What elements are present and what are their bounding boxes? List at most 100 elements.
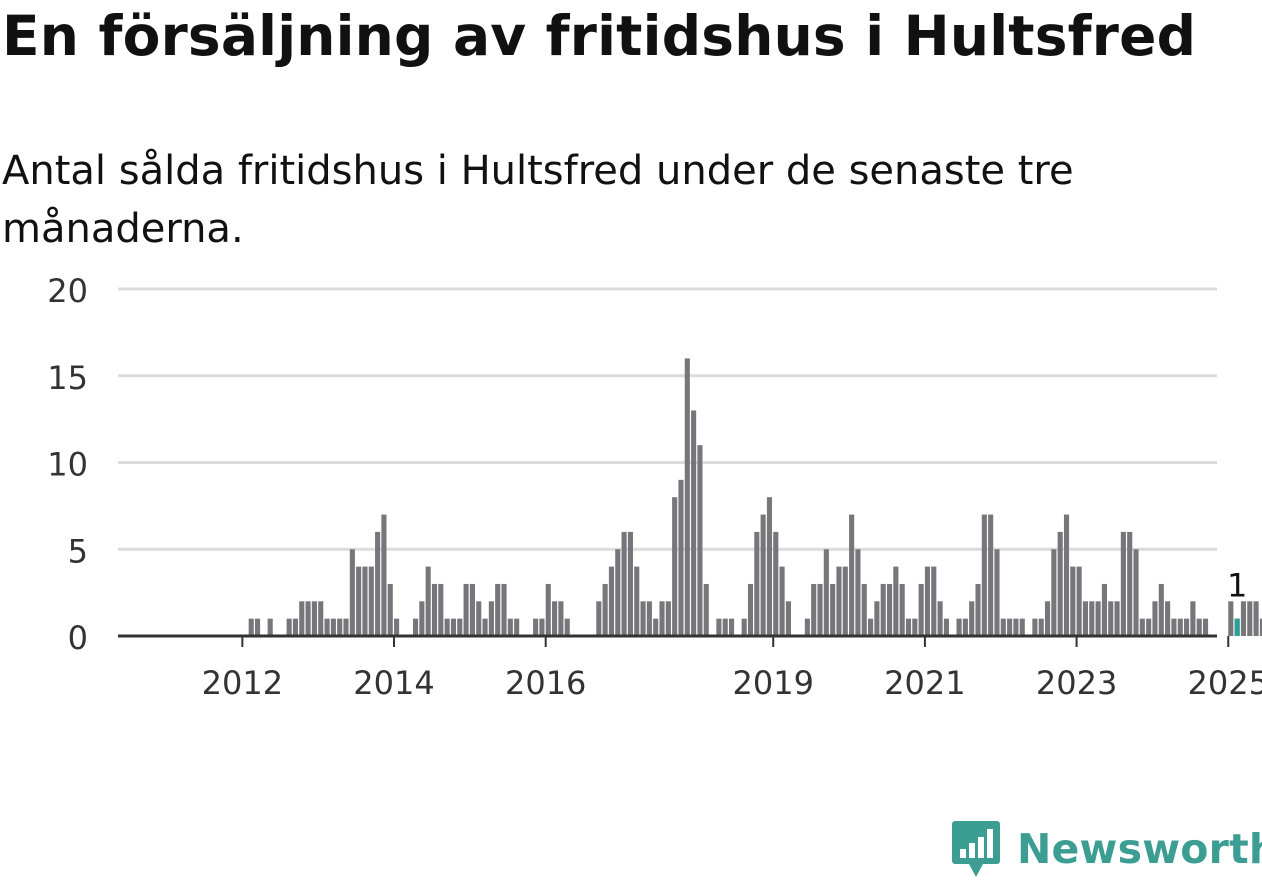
bar [1259, 618, 1262, 636]
bar [1044, 601, 1051, 636]
bar [893, 566, 899, 636]
annotations: 1 [1227, 567, 1247, 605]
bar [760, 514, 766, 636]
brand-name: Newsworthy [1017, 825, 1262, 873]
bar [754, 531, 760, 636]
bar [836, 566, 842, 636]
bar [545, 583, 551, 636]
bar [564, 618, 570, 636]
bar [311, 601, 317, 636]
bar [1114, 601, 1120, 636]
bar [943, 618, 949, 636]
bar [1095, 601, 1101, 636]
bar [552, 601, 558, 636]
x-tick-label: 2016 [505, 664, 586, 702]
bar [962, 618, 968, 636]
bar [1063, 514, 1070, 636]
bar [533, 618, 539, 636]
bar [741, 618, 747, 636]
bar [1089, 601, 1095, 636]
bar [330, 618, 336, 636]
bar [507, 618, 513, 636]
bar [596, 601, 602, 636]
bar [728, 618, 735, 636]
bar [937, 601, 943, 636]
bar [602, 583, 608, 636]
bar [956, 618, 962, 636]
bar [305, 601, 311, 636]
bar-highlight [1234, 618, 1240, 636]
bar [1190, 601, 1196, 636]
bar [457, 618, 463, 636]
bar [1240, 601, 1247, 636]
bar [1070, 566, 1076, 636]
bar [1165, 601, 1171, 636]
bar [539, 618, 545, 636]
bar [994, 549, 1000, 636]
bar [640, 601, 646, 636]
bar [292, 618, 299, 636]
bars [248, 358, 1262, 636]
bar [412, 618, 419, 636]
bar [324, 618, 330, 636]
bar [981, 514, 987, 636]
bar [318, 601, 324, 636]
bar [394, 618, 400, 636]
bar [868, 618, 874, 636]
x-tick-label: 2014 [353, 664, 434, 702]
bar [1139, 618, 1145, 636]
bar [874, 601, 880, 636]
bar [1057, 531, 1063, 636]
bar [861, 583, 867, 636]
bar [337, 618, 343, 636]
bar [659, 601, 665, 636]
bar [1177, 618, 1183, 636]
bar [1101, 583, 1107, 636]
bar [1038, 618, 1044, 636]
y-tick-label: 20 [47, 272, 88, 310]
bar [615, 549, 621, 636]
bar [621, 531, 627, 636]
bar [254, 618, 261, 636]
bar [672, 497, 678, 636]
bar [1076, 566, 1082, 636]
x-tick-label: 2025 [1188, 664, 1262, 702]
bar [1146, 618, 1152, 636]
bar [299, 601, 305, 636]
bar [747, 583, 754, 636]
bar [1082, 601, 1089, 636]
bar [482, 618, 488, 636]
bar [823, 549, 829, 636]
bar [697, 445, 703, 636]
bar [368, 566, 374, 636]
newsworthy-chart-bubble-icon [952, 821, 1000, 877]
y-axis-labels: 0 5 10 15 20 [47, 272, 88, 657]
bar [1007, 618, 1013, 636]
bar [431, 583, 438, 636]
bar [918, 583, 924, 636]
bar [1158, 583, 1164, 636]
bar [804, 618, 810, 636]
y-tick-label: 10 [47, 446, 88, 484]
bar [1228, 601, 1234, 636]
bar [653, 618, 659, 636]
bar [1247, 601, 1253, 636]
bar [1133, 549, 1139, 636]
bar [558, 601, 564, 636]
bar [349, 549, 355, 636]
bar [912, 618, 918, 636]
bar [627, 531, 633, 636]
bar [634, 566, 640, 636]
bar [1051, 549, 1057, 636]
bar [248, 618, 254, 636]
bar [362, 566, 368, 636]
bar [286, 618, 292, 636]
bar [356, 566, 362, 636]
bar [488, 601, 494, 636]
bar [608, 566, 615, 636]
bar [842, 566, 848, 636]
bar [811, 583, 817, 636]
chart-title: En försäljning av fritidshus i Hultsfred [2, 4, 1197, 68]
chart-subtitle: Antal sålda fritidshus i Hultsfred under… [2, 148, 1074, 252]
bar [899, 583, 905, 636]
